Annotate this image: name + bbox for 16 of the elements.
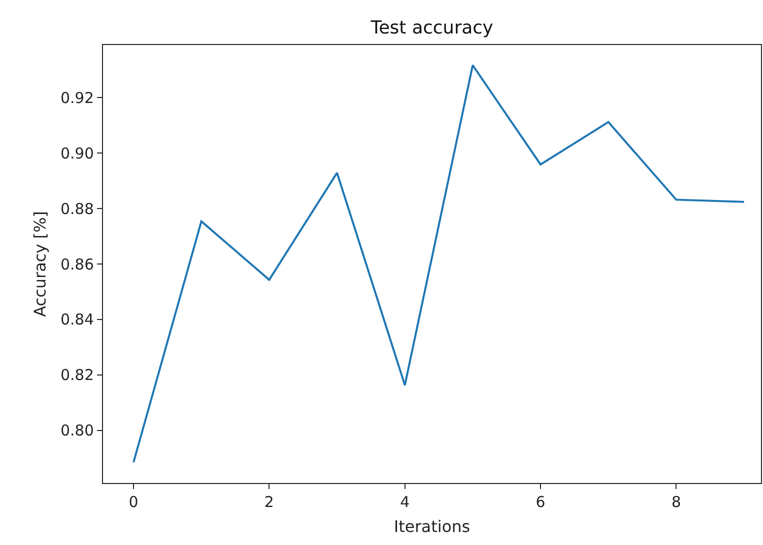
x-tick-label: 6 xyxy=(536,493,546,512)
y-tick-label: 0.80 xyxy=(60,422,94,440)
x-tick-label: 8 xyxy=(671,493,681,512)
chart-title: Test accuracy xyxy=(370,17,494,38)
line-series xyxy=(132,64,746,464)
x-axis-title: Iterations xyxy=(394,516,470,536)
y-tick-label: 0.90 xyxy=(60,144,94,162)
x-tick-label: 4 xyxy=(400,493,410,512)
y-tick-label: 0.82 xyxy=(60,366,94,384)
y-tick-label: 0.88 xyxy=(60,200,94,218)
y-tick-label: 0.92 xyxy=(60,88,94,107)
x-tick-label: 0 xyxy=(128,493,138,512)
y-axis-title: Accuracy [%] xyxy=(30,211,50,317)
x-tick-label: 2 xyxy=(264,493,274,512)
y-tick-label: 0.86 xyxy=(60,255,94,274)
y-tick-label: 0.84 xyxy=(60,310,94,329)
